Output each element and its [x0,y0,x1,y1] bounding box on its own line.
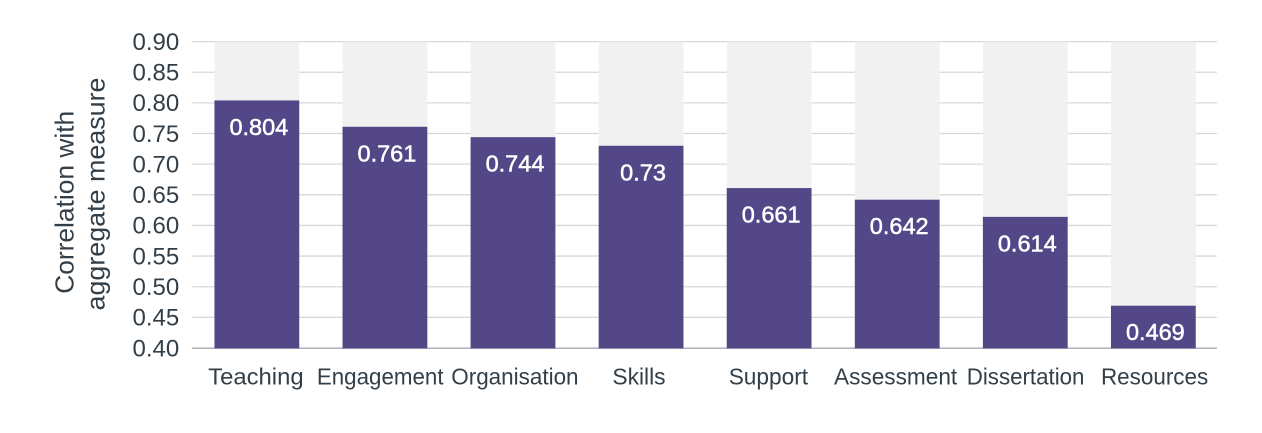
svg-text:0.55: 0.55 [132,243,179,270]
svg-text:aggregate measure: aggregate measure [80,78,110,311]
svg-text:0.40: 0.40 [132,335,179,362]
svg-text:0.744: 0.744 [486,151,545,177]
svg-text:0.614: 0.614 [998,230,1057,256]
svg-text:Teaching: Teaching [208,364,303,390]
svg-text:Resources: Resources [1101,364,1208,390]
svg-text:0.661: 0.661 [742,202,801,228]
svg-text:Correlation with: Correlation with [49,111,79,294]
svg-text:0.761: 0.761 [358,140,417,166]
svg-text:Engagement: Engagement [317,364,444,390]
svg-text:0.70: 0.70 [132,151,179,178]
svg-text:0.85: 0.85 [132,60,179,87]
svg-text:Dissertation: Dissertation [967,364,1085,390]
svg-text:0.60: 0.60 [132,213,179,240]
svg-text:Support: Support [729,364,809,390]
svg-text:0.642: 0.642 [870,213,929,239]
svg-text:Skills: Skills [612,364,665,390]
svg-text:Assessment: Assessment [834,364,958,390]
svg-text:0.90: 0.90 [132,29,179,56]
svg-text:0.804: 0.804 [229,114,288,140]
svg-text:Organisation: Organisation [451,364,578,390]
svg-text:0.45: 0.45 [132,305,179,332]
svg-text:0.469: 0.469 [1126,319,1185,345]
svg-text:0.80: 0.80 [132,90,179,117]
svg-text:0.73: 0.73 [620,159,666,185]
svg-text:0.50: 0.50 [132,274,179,301]
svg-text:0.65: 0.65 [132,182,179,209]
svg-text:0.75: 0.75 [132,121,179,148]
